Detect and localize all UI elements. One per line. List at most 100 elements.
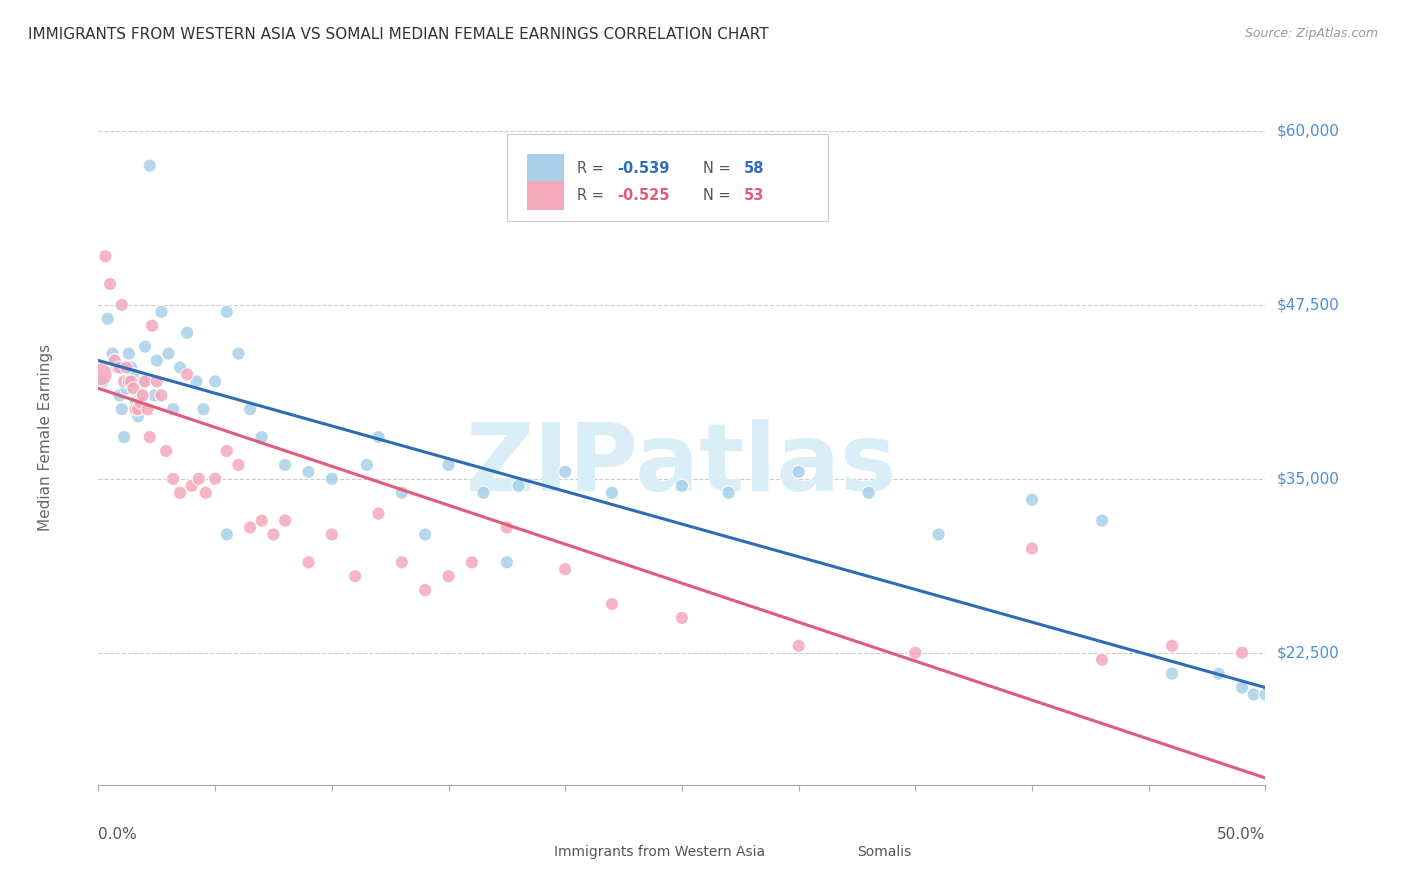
Point [134,340,156,354]
Point [717,485,740,500]
Text: $47,500: $47,500 [1277,297,1340,312]
Point [671,479,693,493]
Point [1161,666,1184,681]
Text: $22,500: $22,500 [1277,645,1340,660]
Text: ZIPatlas: ZIPatlas [467,419,897,511]
Point [1021,541,1043,556]
Text: Immigrants from Western Asia: Immigrants from Western Asia [554,846,765,860]
Point [262,527,284,541]
Point [108,388,131,402]
Point [228,346,250,360]
Point [391,485,413,500]
Point [356,458,378,472]
Point [1230,646,1253,660]
Point [139,430,162,444]
FancyBboxPatch shape [823,842,848,863]
Text: IMMIGRANTS FROM WESTERN ASIA VS SOMALI MEDIAN FEMALE EARNINGS CORRELATION CHART: IMMIGRANTS FROM WESTERN ASIA VS SOMALI M… [28,27,769,42]
Point [104,353,127,368]
Point [180,479,202,493]
Point [132,375,155,389]
Point [413,527,436,541]
Point [250,514,273,528]
Point [115,381,138,395]
Point [162,472,184,486]
Point [215,444,238,458]
Point [1091,514,1114,528]
Point [169,485,191,500]
Point [600,597,623,611]
Point [1230,681,1253,695]
Point [600,485,623,500]
FancyBboxPatch shape [527,181,564,211]
Point [120,360,142,375]
Point [554,465,576,479]
Point [250,430,273,444]
Point [274,514,297,528]
Point [112,375,135,389]
Point [321,527,343,541]
Point [554,562,576,576]
Point [413,583,436,598]
Point [162,402,184,417]
Text: -0.525: -0.525 [617,188,671,203]
Text: $35,000: $35,000 [1277,471,1340,486]
Point [472,485,495,500]
Point [122,368,145,382]
Point [97,311,120,326]
Text: Somalis: Somalis [858,846,911,860]
Point [1254,688,1277,702]
Point [112,430,135,444]
Point [1243,688,1265,702]
Point [858,485,880,500]
Point [120,375,142,389]
Point [118,375,141,389]
Point [132,388,155,402]
Point [239,520,262,534]
Point [239,402,262,417]
Point [344,569,367,583]
Point [496,520,519,534]
Point [367,507,389,521]
Point [125,395,148,409]
Point [139,159,162,173]
Point [118,346,141,360]
Text: 53: 53 [744,188,763,203]
Point [146,353,169,368]
Point [928,527,950,541]
Point [297,555,319,569]
Text: Source: ZipAtlas.com: Source: ZipAtlas.com [1244,27,1378,40]
Point [194,485,217,500]
Point [176,326,198,340]
Point [150,305,173,319]
Point [508,479,530,493]
Point [101,346,124,360]
Point [186,375,208,389]
Text: 58: 58 [744,161,765,176]
Point [115,360,138,375]
Point [787,465,810,479]
Text: 0.0%: 0.0% [98,827,138,842]
Text: R =: R = [576,161,609,176]
Point [1021,492,1043,507]
Point [176,368,198,382]
Point [146,375,169,389]
Point [91,375,114,389]
Point [134,375,156,389]
FancyBboxPatch shape [527,153,564,183]
Point [461,555,484,569]
Point [90,368,112,382]
Point [215,527,238,541]
Point [105,360,128,375]
Point [904,646,927,660]
Point [193,402,215,417]
Point [1091,653,1114,667]
Point [274,458,297,472]
Point [136,402,159,417]
Point [437,458,460,472]
Point [228,458,250,472]
Point [1161,639,1184,653]
Point [129,395,152,409]
Point [437,569,460,583]
Point [204,472,226,486]
Point [150,388,173,402]
